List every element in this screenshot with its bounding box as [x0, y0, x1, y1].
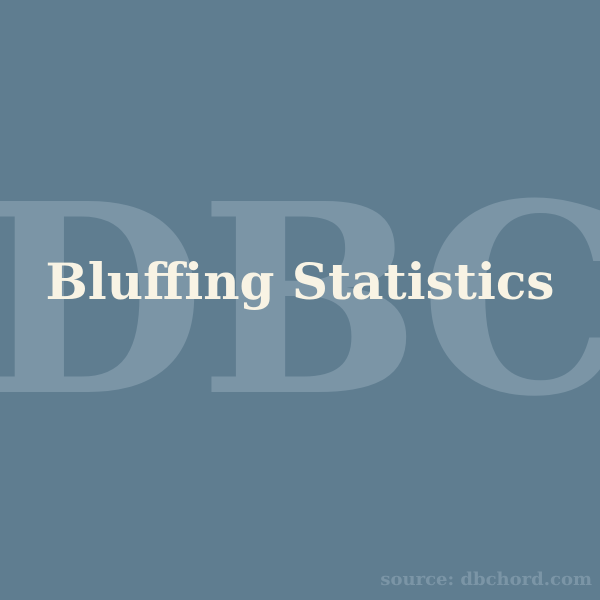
source-credit: source: dbchord.com [380, 569, 592, 590]
watermark-logo: DBC [0, 146, 600, 454]
page-title: Bluffing Statistics [45, 252, 555, 311]
